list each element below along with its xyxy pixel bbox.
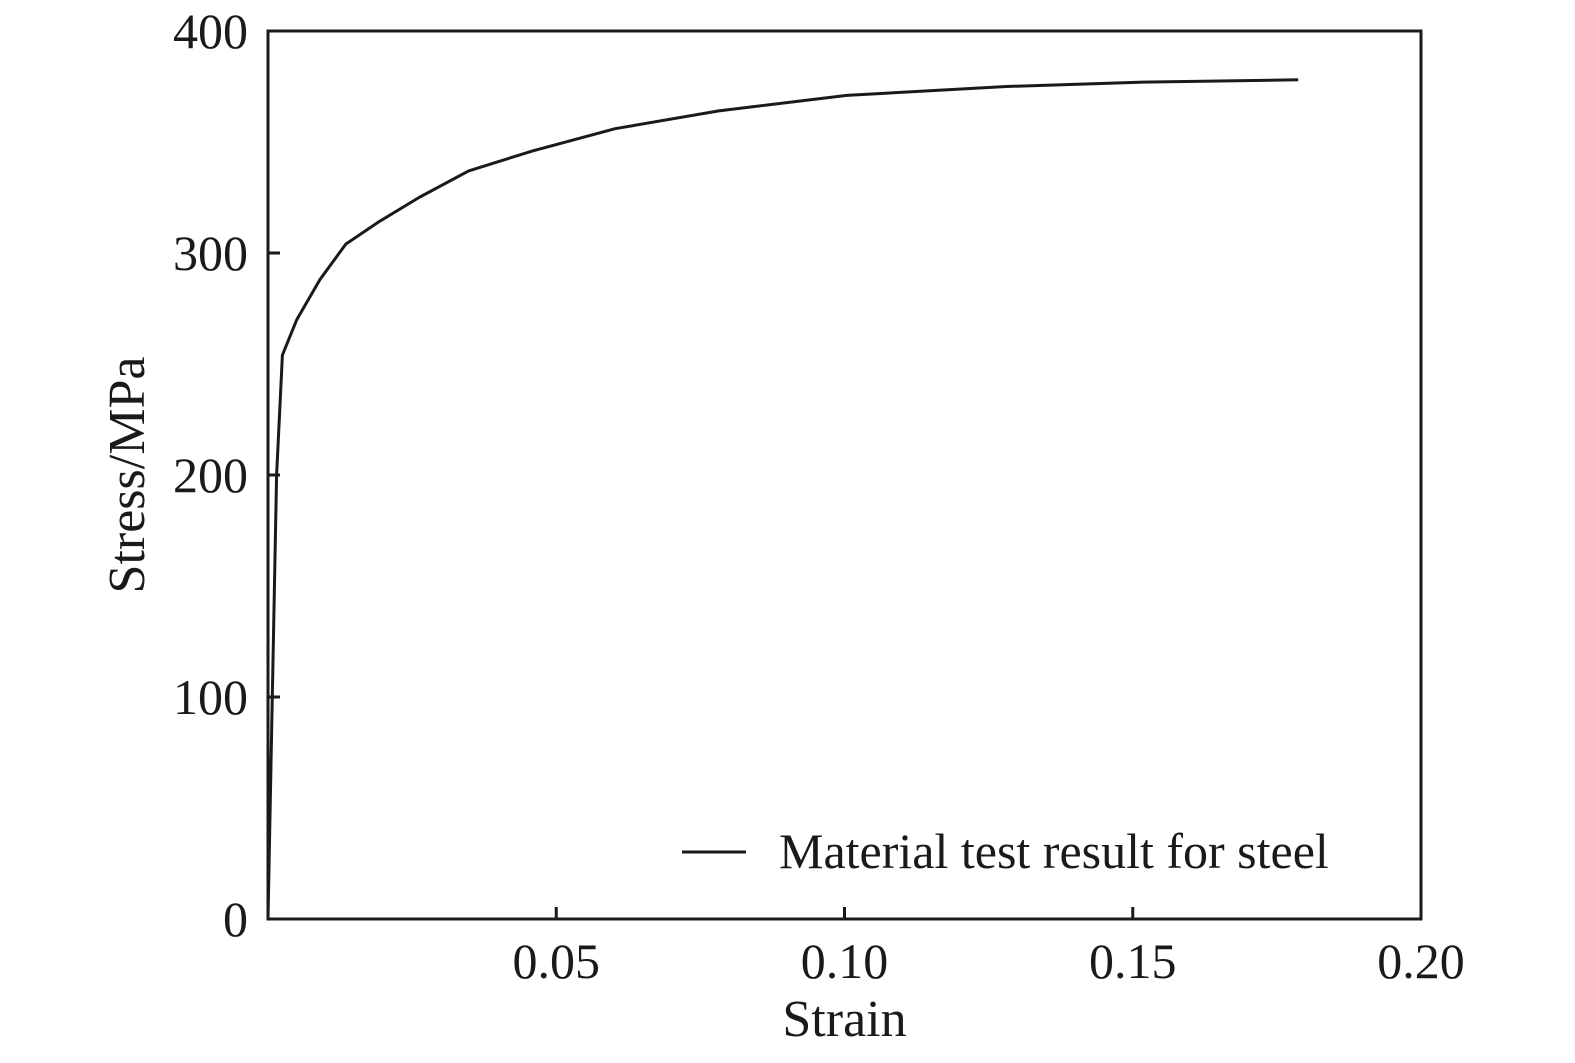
tick-labels: 0.05 0.10 0.15 0.20 0 100 200 300 400	[173, 3, 1465, 989]
legend-label: Material test result for steel	[779, 823, 1329, 879]
legend: Material test result for steel	[682, 823, 1329, 879]
y-tick-label: 100	[173, 669, 248, 725]
x-tick-label: 0.15	[1089, 933, 1177, 989]
series-line	[266, 78, 1299, 920]
x-tick-label: 0.10	[801, 933, 889, 989]
plot-series	[266, 78, 1299, 920]
y-tick-label: 400	[173, 3, 248, 59]
y-axis-title: Stress/MPa	[99, 357, 156, 594]
y-tick-label: 0	[223, 891, 248, 947]
x-tick-label: 0.20	[1377, 933, 1465, 989]
plot-frame	[266, 29, 1423, 921]
axis-ticks	[268, 29, 1423, 921]
x-axis-title: Strain	[782, 991, 906, 1048]
y-tick-label: 200	[173, 447, 248, 503]
x-tick-label: 0.05	[513, 933, 601, 989]
y-tick-label: 300	[173, 225, 248, 281]
